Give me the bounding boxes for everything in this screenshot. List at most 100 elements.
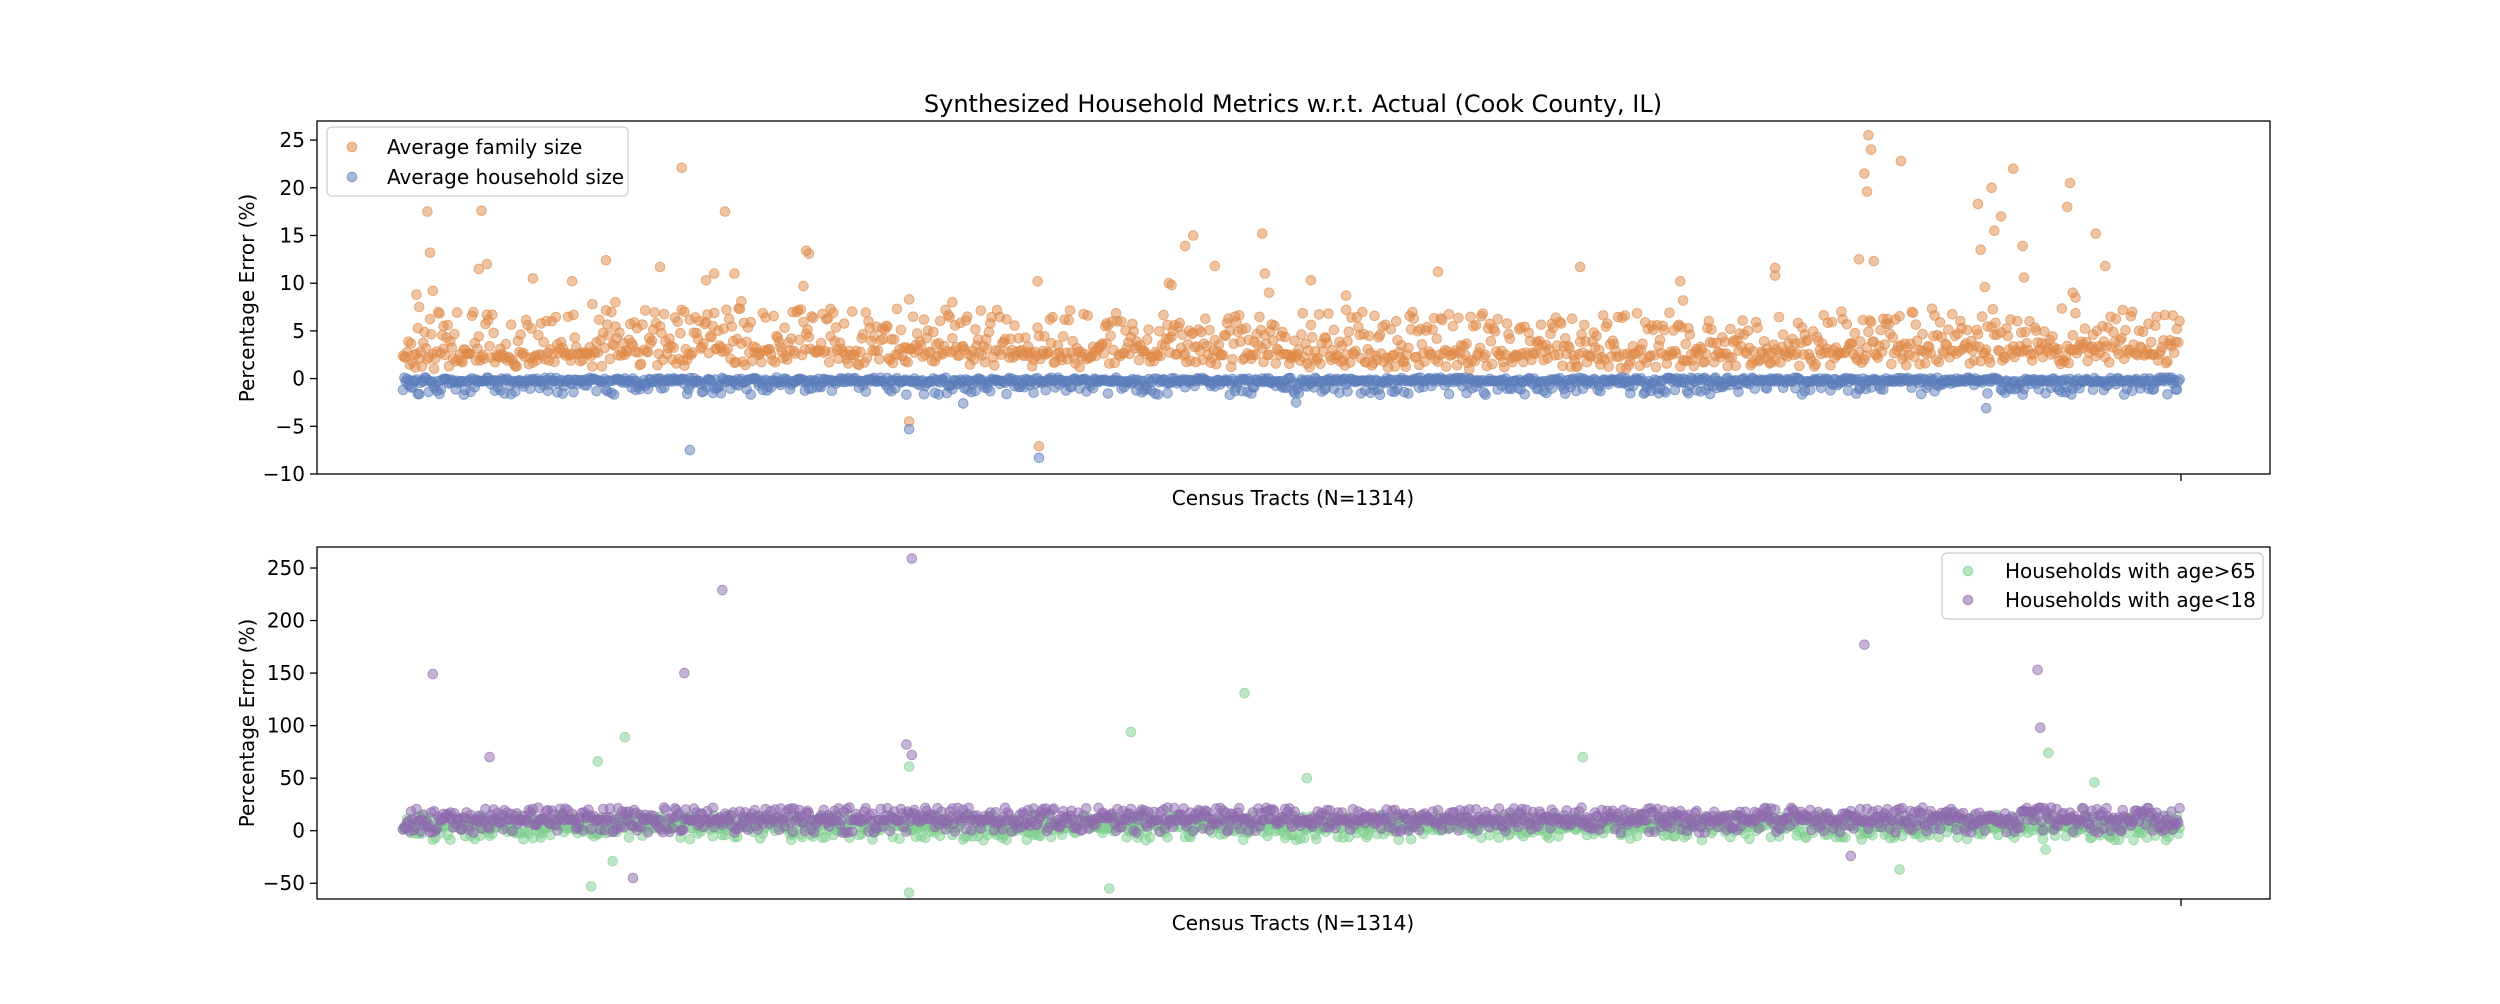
average-family-size-point — [2128, 307, 2138, 317]
average-family-size-point — [2065, 178, 2075, 188]
chart-title: Synthesized Household Metrics w.r.t. Act… — [924, 90, 1662, 118]
average-family-size-point — [2063, 202, 2073, 212]
average-household-size-point — [1002, 389, 1012, 399]
average-family-size-point — [929, 327, 939, 337]
average-family-size-point — [1117, 317, 1127, 327]
average-family-size-point — [1987, 183, 1997, 193]
average-family-size-point — [636, 359, 646, 369]
average-family-size-point — [1842, 320, 1852, 330]
households-with-age-65-point — [608, 856, 618, 866]
average-household-size-point — [958, 399, 968, 409]
average-family-size-point — [429, 364, 439, 374]
average-family-size-point — [1214, 340, 1224, 350]
average-family-size-point — [1573, 361, 1583, 371]
average-family-size-point — [1681, 339, 1691, 349]
households-with-age-65-point — [1895, 865, 1905, 875]
average-household-size-point — [1983, 389, 1993, 399]
average-family-size-point — [1306, 320, 1316, 330]
average-family-size-point — [1770, 271, 1780, 281]
average-family-size-point — [1536, 320, 1546, 330]
average-family-size-point — [1021, 333, 1031, 343]
average-family-size-point — [512, 361, 522, 371]
average-family-size-point — [1685, 330, 1695, 340]
households-with-age-18-point — [1642, 816, 1652, 826]
average-family-size-point — [1604, 362, 1614, 372]
average-family-size-point — [1341, 305, 1351, 315]
households-with-age-65-point — [1578, 752, 1588, 762]
average-family-size-point — [701, 276, 711, 286]
average-family-size-point — [769, 311, 779, 321]
average-family-size-point — [1144, 325, 1154, 335]
top-panel-legend: Average family size Average household si… — [327, 127, 628, 196]
households-with-age-65-point — [1302, 773, 1312, 783]
average-household-size-point — [685, 445, 695, 455]
average-family-size-point — [1255, 312, 1265, 322]
top-panel-ylabel: Percentage Error (%) — [235, 194, 259, 403]
average-family-size-point — [904, 295, 914, 305]
average-family-size-point — [1344, 327, 1354, 337]
average-family-size-point — [2057, 304, 2067, 314]
average-family-size-point — [1486, 336, 1496, 346]
average-family-size-point — [945, 312, 955, 322]
average-family-size-point — [1142, 335, 1152, 345]
average-family-size-point — [477, 206, 487, 216]
average-family-size-point — [948, 298, 958, 308]
average-family-size-point — [1481, 350, 1491, 360]
average-family-size-point — [1854, 254, 1864, 264]
average-family-size-point — [2021, 327, 2031, 337]
average-family-size-point — [640, 306, 650, 316]
average-family-size-point — [1575, 262, 1585, 272]
average-family-size-point — [1033, 277, 1043, 287]
households-with-age-65-point — [904, 888, 914, 898]
households-with-age-18-point — [678, 825, 688, 835]
average-family-size-point — [1743, 326, 1753, 336]
average-family-size-point — [680, 307, 690, 317]
average-household-size-point — [2175, 375, 2185, 385]
average-family-size-point — [2018, 241, 2028, 251]
households-with-age-65-point — [2041, 845, 2051, 855]
average-family-size-point — [1167, 280, 1177, 290]
households-with-age-65-point — [1240, 688, 1250, 698]
average-family-size-point — [1731, 361, 1741, 371]
average-family-size-point — [824, 358, 834, 368]
average-family-size-point — [1454, 313, 1464, 323]
average-family-size-point — [1880, 340, 1890, 350]
average-family-size-point — [489, 328, 499, 338]
average-family-size-point — [919, 315, 929, 325]
average-family-size-point — [1048, 312, 1058, 322]
average-household-size-point — [1444, 389, 1454, 399]
average-family-size-point — [1864, 327, 1874, 337]
average-family-size-point — [1156, 351, 1166, 361]
average-family-size-point — [2064, 358, 2074, 368]
households-with-age-65-point — [2044, 748, 2054, 758]
average-family-size-point — [1159, 310, 1169, 320]
households-with-age-65-point — [593, 757, 603, 767]
average-family-size-point — [984, 327, 994, 337]
households-with-age-18-point — [661, 805, 671, 815]
average-family-size-point — [720, 207, 730, 217]
average-household-size-point — [1103, 389, 1113, 399]
average-family-size-point — [1488, 359, 1498, 369]
average-family-size-point — [615, 328, 625, 338]
average-family-size-point — [2105, 358, 2115, 368]
average-family-size-point — [528, 274, 538, 284]
households-with-age-18-point — [1132, 828, 1142, 838]
average-family-size-point — [1991, 318, 2001, 328]
average-family-size-point — [1896, 156, 1906, 166]
average-family-size-point — [730, 269, 740, 279]
average-family-size-point — [567, 277, 577, 287]
average-family-size-point — [1308, 333, 1318, 343]
households-with-age-65-point — [624, 833, 634, 843]
average-family-size-point — [447, 343, 457, 353]
average-family-size-point — [1314, 310, 1324, 320]
average-family-size-point — [990, 361, 1000, 371]
average-household-size-point — [904, 424, 914, 434]
average-family-size-point — [1655, 335, 1665, 345]
average-family-size-point — [1774, 312, 1784, 322]
average-family-size-point — [1996, 212, 2006, 222]
average-family-size-point — [1990, 226, 2000, 236]
average-family-size-point — [2174, 338, 2184, 348]
average-family-size-point — [2109, 327, 2119, 337]
average-family-size-point — [1478, 309, 1488, 319]
